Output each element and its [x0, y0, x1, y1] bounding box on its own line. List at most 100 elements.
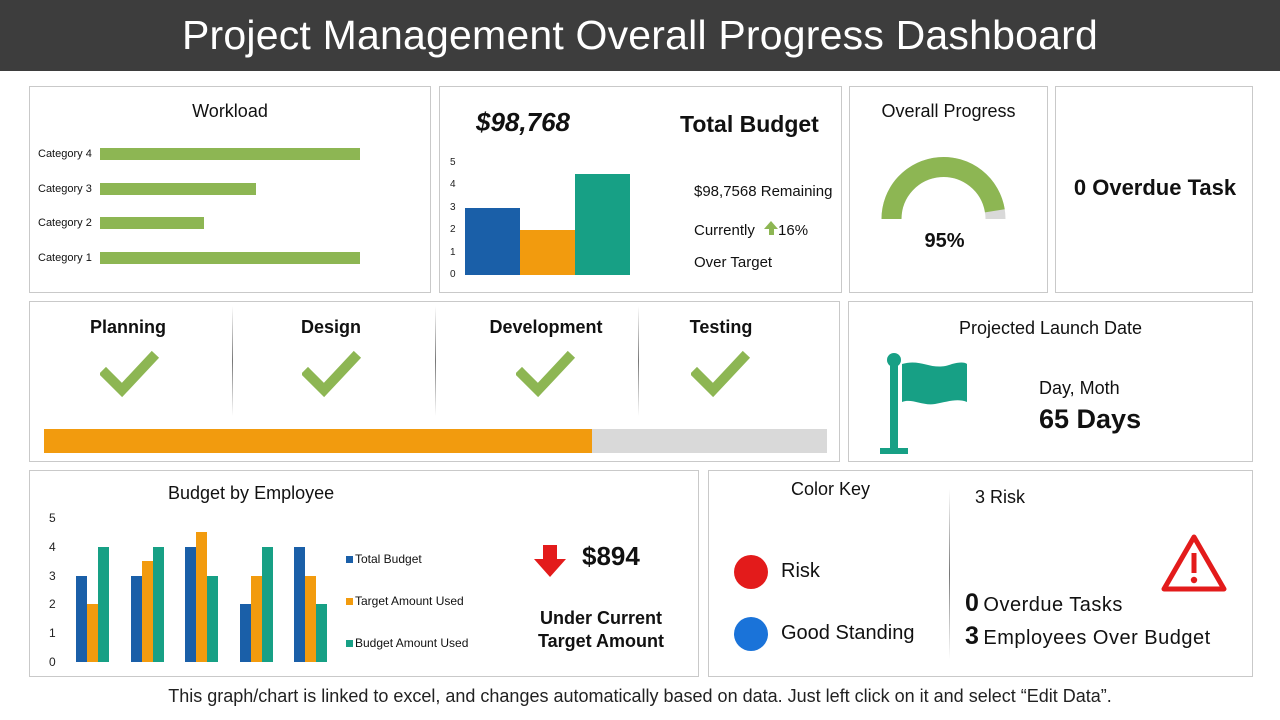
budget-y-tick: 3: [450, 201, 456, 213]
employee-budget-panel[interactable]: Budget by Employee 5 4 3 2 1 0 Total Budget T…: [29, 470, 699, 677]
workload-panel[interactable]: Workload Category 4 Category 3 Category 2 C…: [29, 86, 431, 293]
workload-category-label: Category 4: [38, 148, 92, 160]
progress-gauge: [881, 157, 1006, 220]
total-budget-title: Total Budget: [680, 111, 819, 137]
page-title: Project Management Overall Progress Dash…: [182, 12, 1098, 58]
flag-icon: [880, 353, 967, 454]
design-check-icon: [302, 350, 362, 398]
development-check-icon: [516, 350, 576, 398]
employee-bar: [185, 546, 196, 662]
budget-y-tick: 0: [450, 269, 456, 280]
budget-change: 16%: [778, 222, 809, 239]
employee-bar: [239, 604, 251, 662]
budget-y-tick: 5: [450, 157, 456, 168]
employee-bar: [261, 546, 273, 662]
color-key-divider: [949, 489, 950, 659]
employees-over-budget-stat: 3 Employees Over Budget: [965, 622, 1211, 651]
employee-bar: [196, 532, 207, 662]
overall-progress-panel[interactable]: Overall Progress 95%: [849, 86, 1048, 293]
phase-progress-track: [44, 429, 827, 453]
phase-divider: [435, 306, 436, 416]
overdue-task-label: 0 Overdue Task: [1073, 175, 1237, 200]
budget-bar: [520, 230, 575, 275]
employee-bar: [152, 546, 164, 662]
phase-progress-fill: [44, 429, 593, 453]
risk-label: Risk: [781, 560, 820, 582]
launch-day-label: Day, Moth: [1039, 378, 1120, 398]
workload-category-label: Category 2: [38, 217, 92, 229]
phase-design: Design: [300, 317, 361, 337]
employee-bar: [305, 575, 316, 662]
budget-panel[interactable]: $98,768 Total Budget 5 4 3 2 1 0 $98,7568 Rem…: [439, 86, 842, 293]
legend-total-budget: Total Budget: [346, 552, 422, 566]
overall-progress-title: Overall Progress: [881, 101, 1016, 121]
progress-value: 95%: [924, 230, 965, 252]
employee-y-tick: 0: [49, 655, 56, 669]
employee-bar: [98, 546, 109, 662]
employee-bar: [316, 604, 327, 662]
employee-bar: [250, 575, 262, 662]
budget-bar: [465, 207, 520, 275]
phase-planning: Planning: [90, 317, 166, 337]
color-key-panel[interactable]: Color Key Risk Good Standing 3 Risk 0 Ove…: [708, 470, 1253, 677]
color-key-title: Color Key: [791, 479, 871, 499]
workload-category-label: Category 3: [38, 182, 92, 195]
warning-icon: [1161, 534, 1227, 592]
good-standing-label: Good Standing: [781, 622, 915, 644]
testing-check-icon: [691, 350, 751, 398]
employee-budget-title: Budget by Employee: [168, 483, 335, 503]
overdue-tasks-label: Overdue Tasks: [983, 594, 1123, 616]
phases-panel[interactable]: Planning Design Development Testing: [29, 301, 840, 462]
phase-divider: [232, 306, 233, 416]
employee-y-tick: 2: [49, 597, 56, 612]
title-bar: Project Management Overall Progress Dash…: [0, 0, 1280, 71]
planning-check-icon: [100, 350, 160, 398]
under-target-text: Under Current Target Amount: [526, 607, 676, 653]
workload-bar: [100, 217, 204, 229]
currently-label: Currently: [694, 222, 755, 239]
down-arrow-icon: [534, 545, 566, 577]
employee-amount: $894: [582, 541, 640, 571]
overdue-tasks-stat: 0 Overdue Tasks: [965, 589, 1123, 618]
workload-bar: [100, 182, 256, 195]
footnote: This graph/chart is linked to excel, and…: [168, 686, 1112, 706]
risk-dot: [734, 555, 768, 589]
workload-title: Workload: [192, 101, 268, 121]
workload-bar: [100, 148, 360, 160]
employee-bar: [87, 604, 98, 662]
legend-budget-amount-used: Budget Amount Used: [346, 636, 468, 650]
legend-target-amount-used: Target Amount Used: [346, 594, 464, 608]
employee-y-tick: 5: [49, 511, 56, 525]
budget-y-tick: 4: [450, 179, 456, 191]
phase-divider: [638, 306, 639, 416]
up-arrow-icon: [764, 221, 779, 235]
launch-title: Projected Launch Date: [958, 318, 1143, 338]
phase-development: Development: [489, 317, 603, 337]
risk-count: 3 Risk: [975, 487, 1026, 507]
under-line2: Target Amount: [538, 631, 664, 651]
employees-count: 3: [965, 622, 980, 650]
employee-bar: [130, 575, 142, 662]
budget-y-tick: 2: [450, 224, 456, 236]
under-line1: Under Current: [539, 608, 662, 628]
workload-bar: [100, 251, 360, 264]
budget-remaining: $98,7568 Remaining: [694, 183, 833, 200]
employee-y-tick: 4: [49, 539, 56, 554]
budget-amount: $98,768: [476, 107, 570, 137]
launch-panel[interactable]: Projected Launch Date Day, Moth 65 Days: [848, 301, 1253, 462]
budget-bar: [575, 174, 630, 275]
overdue-panel[interactable]: 0 Overdue Task: [1055, 86, 1253, 293]
employee-y-tick: 1: [49, 626, 56, 641]
employee-bar: [294, 546, 305, 662]
employee-bar: [141, 561, 153, 662]
overdue-count: 0: [965, 589, 980, 617]
over-target: Over Target: [694, 254, 773, 271]
gauge-fill: [881, 157, 1005, 220]
employees-over-budget-label: Employees Over Budget: [983, 627, 1211, 649]
employee-bar: [207, 575, 218, 662]
workload-category-label: Category 1: [38, 251, 92, 264]
employee-y-tick: 3: [49, 568, 56, 583]
good-standing-dot: [734, 617, 768, 651]
budget-y-tick: 1: [450, 246, 456, 258]
employee-bar: [76, 575, 87, 662]
